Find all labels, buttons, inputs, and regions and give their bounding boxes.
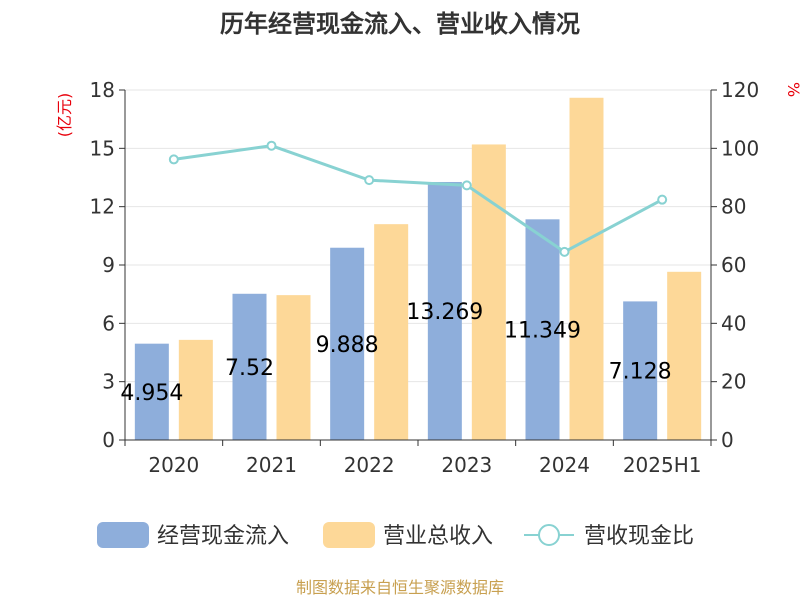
y-left-tick: 12 xyxy=(90,195,115,219)
axes: 0 3 6 9 12 15 18 0 20 40 60 80 100 120 2020 2021 2022 202… xyxy=(90,78,760,477)
ratio-point xyxy=(461,180,472,191)
y-left-unit: (亿元) xyxy=(55,93,74,138)
bar-value-label: 9.888 xyxy=(316,333,379,358)
y-right-tick: 120 xyxy=(721,78,759,102)
y-left-tick: 9 xyxy=(102,253,115,277)
grid xyxy=(125,89,711,383)
y-left-tick: 0 xyxy=(102,428,115,452)
ratio-point xyxy=(364,175,375,186)
bar-cash-inflow xyxy=(232,293,267,440)
y-right-tick: 100 xyxy=(721,136,759,160)
legend-label-2: 营收现金比 xyxy=(584,524,694,549)
bar-revenue xyxy=(471,144,506,440)
x-tick-label: 2024 xyxy=(539,453,590,477)
x-tick-label: 2020 xyxy=(148,453,199,477)
x-tick-label: 2025H1 xyxy=(623,453,702,477)
legend-swatch-1 xyxy=(323,522,375,548)
y-left-tick: 3 xyxy=(102,370,115,394)
bar-value-label: 11.349 xyxy=(504,319,581,344)
y-right-tick: 40 xyxy=(721,311,746,335)
y-left-tick: 18 xyxy=(90,78,115,102)
ratio-point xyxy=(559,246,570,257)
bar-cash-inflow xyxy=(330,247,365,440)
bar-labels: 4.954 7.52 9.888 13.269 11.349 7.128 xyxy=(120,300,671,406)
bar-revenue xyxy=(178,339,213,440)
x-tick-label: 2022 xyxy=(344,453,395,477)
chart-title: 历年经营现金流入、营业收入情况 xyxy=(220,10,580,38)
x-tick-label: 2023 xyxy=(441,453,492,477)
ratio-line xyxy=(168,140,668,257)
bar-revenue xyxy=(667,271,702,440)
legend-marker xyxy=(538,524,560,546)
bar-value-label: 7.128 xyxy=(609,360,672,385)
ratio-point xyxy=(657,194,668,205)
bar-revenue xyxy=(276,295,311,440)
y-right-unit: % xyxy=(784,82,800,97)
bar-value-label: 13.269 xyxy=(406,300,483,325)
y-right-tick: 80 xyxy=(721,195,746,219)
y-right-tick: 60 xyxy=(721,253,746,277)
legend-label-0: 经营现金流入 xyxy=(157,524,289,549)
y-right-tick: 20 xyxy=(721,370,746,394)
ratio-point xyxy=(266,140,277,151)
source-note: 制图数据来自恒生聚源数据库 xyxy=(296,578,504,597)
y-left-tick: 15 xyxy=(90,136,115,160)
bar-value-label: 4.954 xyxy=(120,381,183,406)
y-right-tick: 0 xyxy=(721,428,734,452)
legend: 经营现金流入 营业总收入 营收现金比 xyxy=(97,522,694,549)
bar-cash-inflow xyxy=(525,219,560,440)
y-left-tick: 6 xyxy=(102,311,115,335)
bar-cash-inflow xyxy=(134,343,169,440)
bar-revenue xyxy=(374,224,409,440)
bar-revenue xyxy=(569,97,604,441)
ratio-point xyxy=(168,154,179,165)
bar-cash-inflow xyxy=(427,181,462,440)
legend-label-1: 营业总收入 xyxy=(383,524,493,549)
bar-cash-inflow xyxy=(623,301,658,440)
ratio-line-path xyxy=(173,144,663,254)
bars xyxy=(134,97,702,441)
legend-swatch-0 xyxy=(97,522,149,548)
x-tick-label: 2021 xyxy=(246,453,297,477)
bar-value-label: 7.52 xyxy=(225,356,274,381)
